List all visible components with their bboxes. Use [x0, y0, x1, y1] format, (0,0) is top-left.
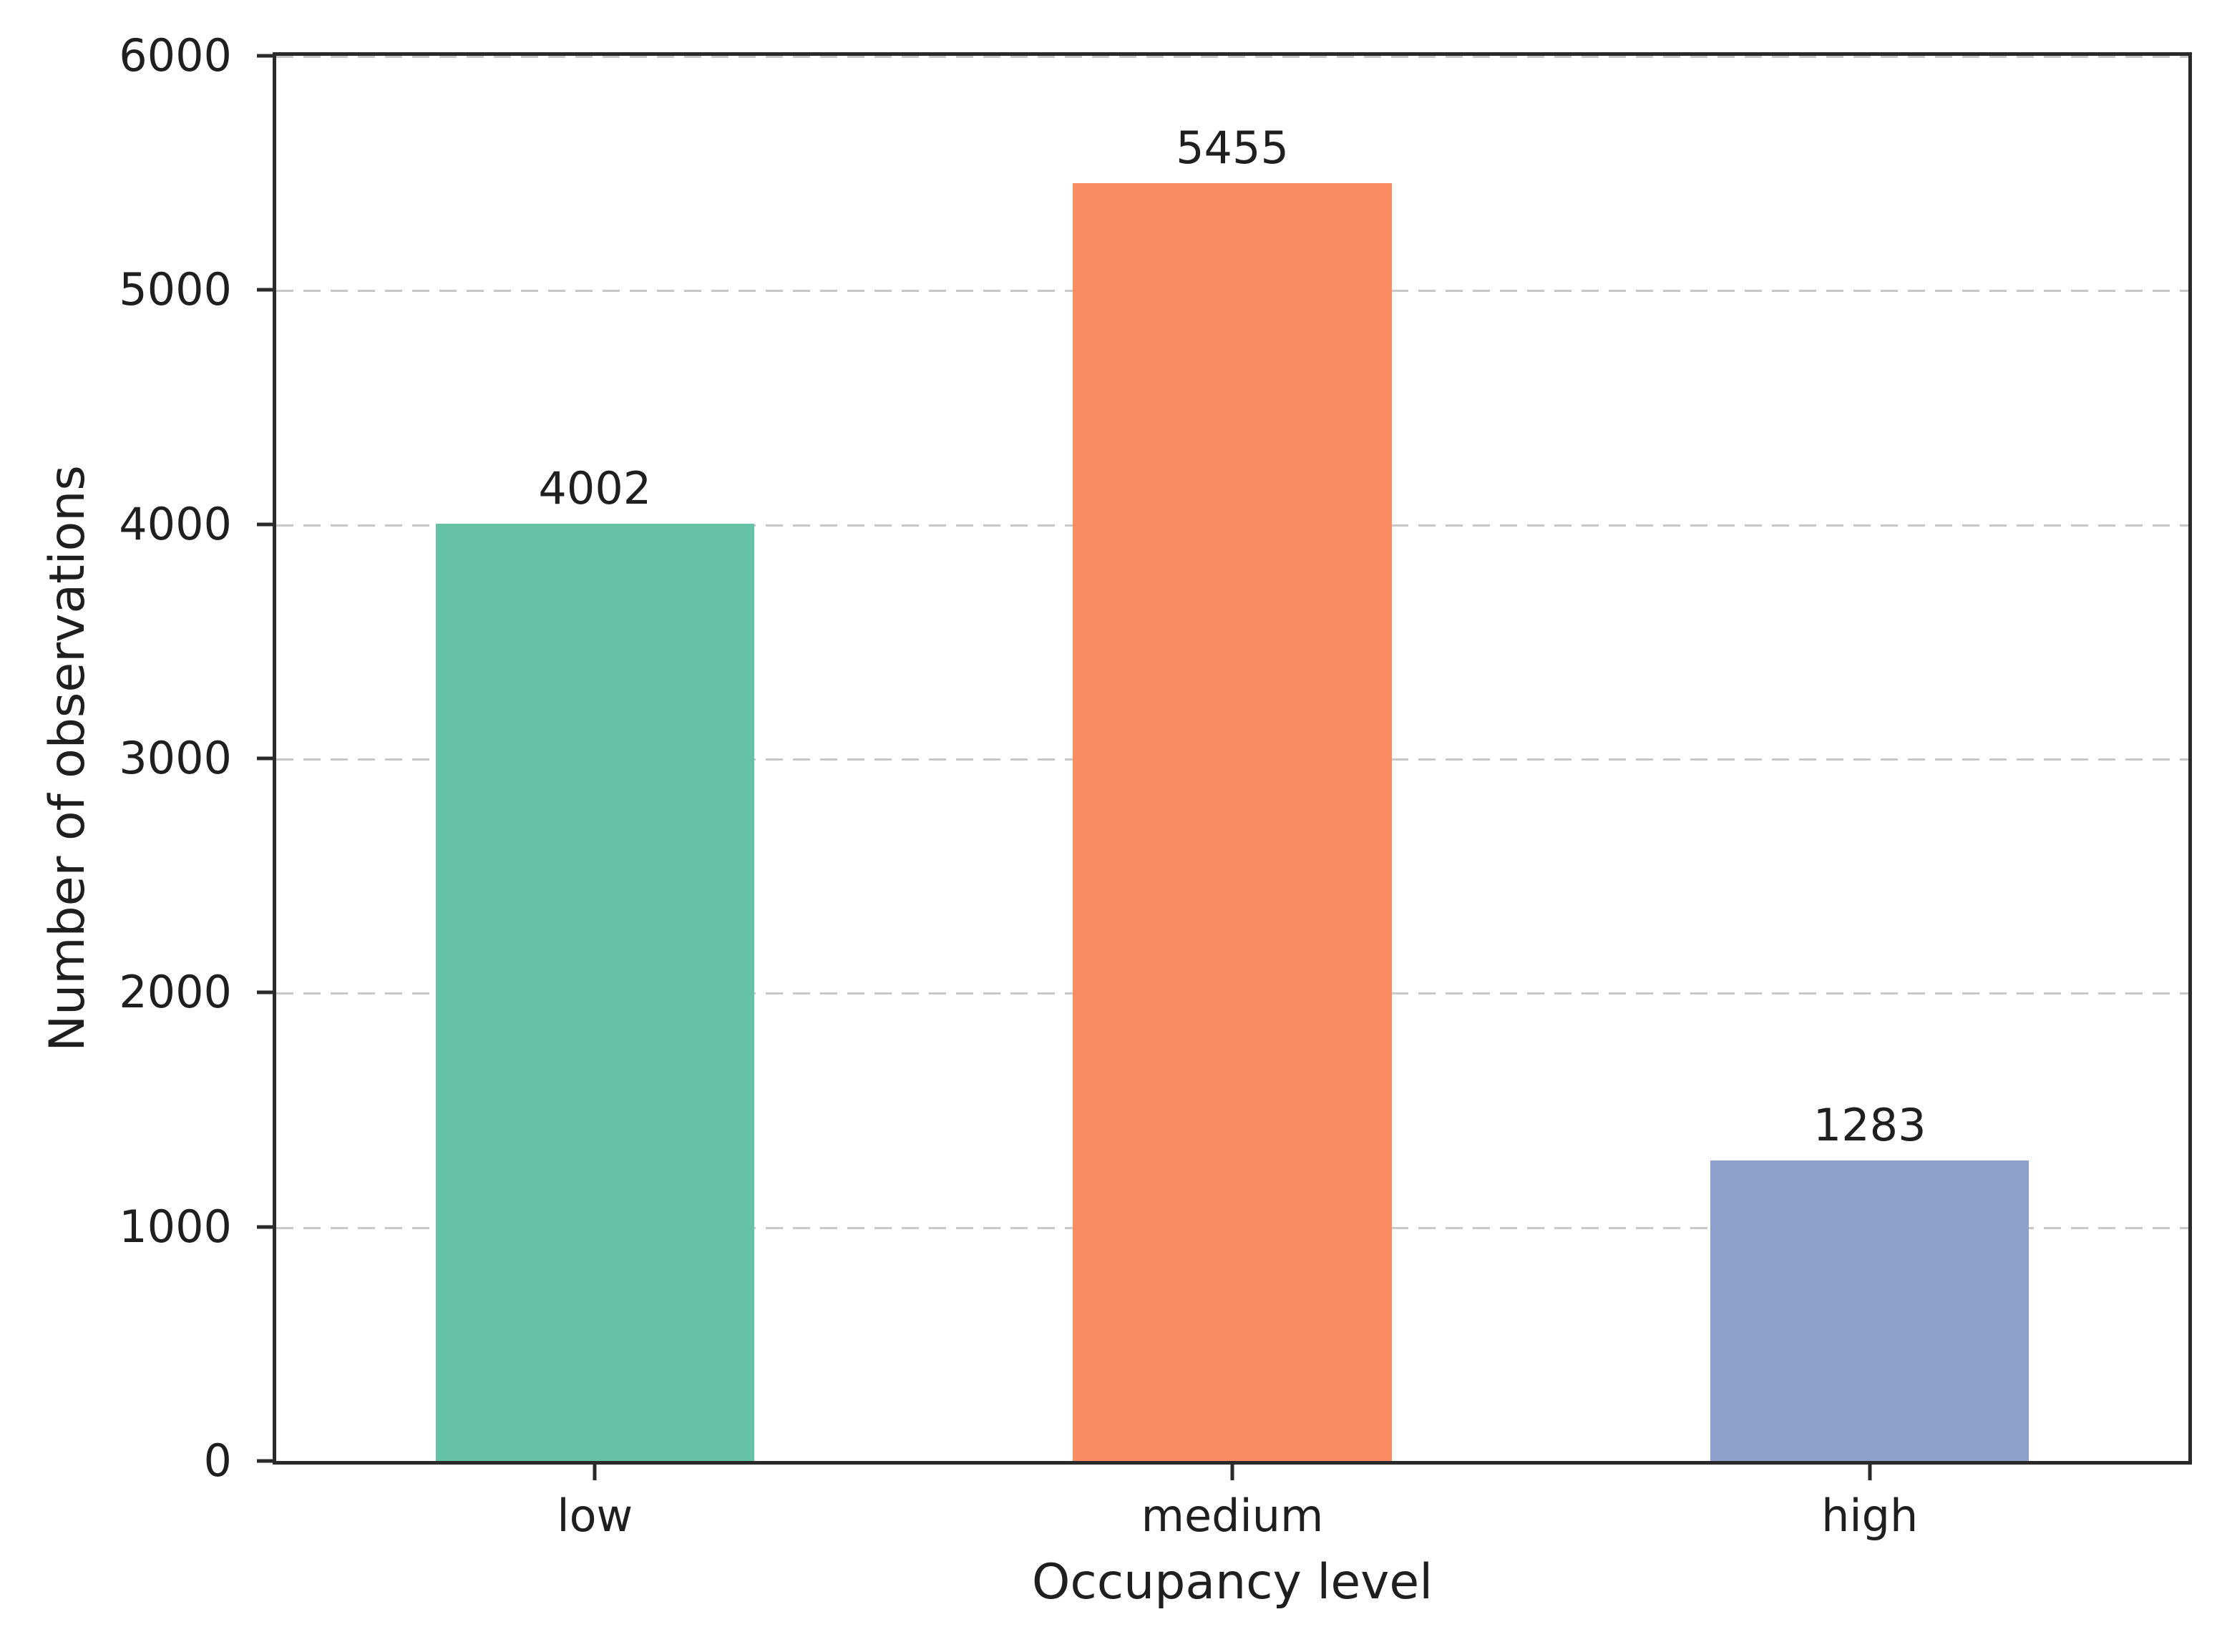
x-tick-mark-medium [1230, 1462, 1234, 1480]
y-axis-label: Number of observations [39, 465, 96, 1052]
y-tick-mark-2000 [257, 990, 276, 994]
y-tick-label-3000: 3000 [119, 732, 232, 784]
y-tick-mark-5000 [257, 288, 276, 292]
y-tick-mark-6000 [257, 54, 276, 58]
bar-high [1710, 1160, 2029, 1461]
y-tick-label-6000: 6000 [119, 29, 232, 82]
y-tick-mark-4000 [257, 522, 276, 527]
y-tick-label-2000: 2000 [119, 966, 232, 1019]
bar-value-label-medium: 5455 [1176, 122, 1289, 175]
gridline-6000 [276, 56, 2188, 58]
y-tick-label-1000: 1000 [119, 1200, 232, 1253]
plot-area: 4002 5455 1283 0 1000 2000 3000 4000 5000 6000 l… [119, 34, 2192, 1538]
x-tick-label-medium: medium [1141, 1490, 1324, 1542]
y-tick-label-5000: 5000 [119, 263, 232, 316]
y-tick-label-0: 0 [203, 1434, 232, 1487]
x-tick-mark-high [1868, 1462, 1872, 1480]
y-tick-label-4000: 4000 [119, 497, 232, 550]
x-axis-label: Occupancy level [1031, 1554, 1433, 1611]
x-tick-mark-low [593, 1462, 597, 1480]
bar-low [435, 524, 754, 1461]
x-tick-label-high: high [1821, 1490, 1919, 1542]
y-tick-mark-3000 [257, 756, 276, 761]
y-tick-mark-1000 [257, 1225, 276, 1229]
bar-value-label-high: 1283 [1813, 1099, 1926, 1152]
bar-value-label-low: 4002 [538, 462, 652, 515]
x-tick-label-low: low [557, 1490, 633, 1542]
y-tick-mark-0 [257, 1459, 276, 1463]
bar-medium [1073, 183, 1392, 1461]
